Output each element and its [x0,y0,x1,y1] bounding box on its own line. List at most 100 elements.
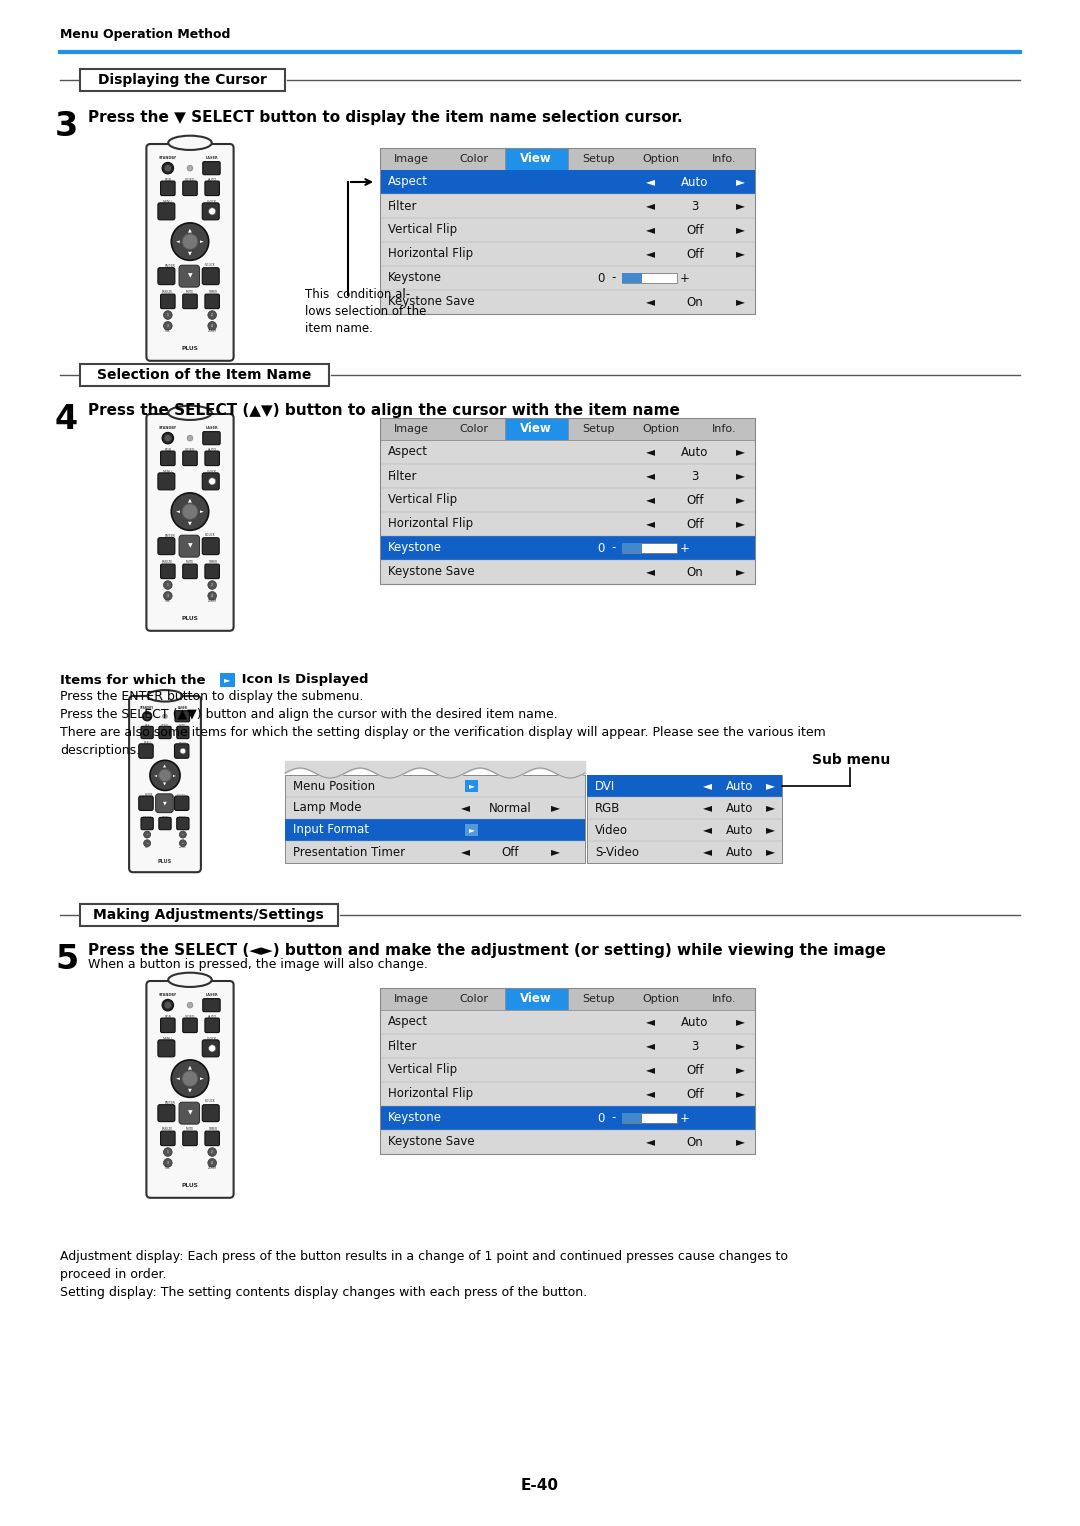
Text: Keystone Save: Keystone Save [388,296,474,308]
Text: Setup: Setup [582,154,615,163]
Circle shape [164,435,172,441]
Text: Aspect: Aspect [388,1015,428,1029]
Text: ►: ► [766,824,774,836]
FancyBboxPatch shape [158,203,175,220]
Text: Vertical Flip: Vertical Flip [388,223,457,237]
Text: Info.: Info. [712,154,735,163]
Text: ENTER: ENTER [165,534,176,537]
Text: ▼: ▼ [188,520,192,525]
FancyBboxPatch shape [147,143,233,360]
Text: There are also some items for which the setting display or the verification disp: There are also some items for which the … [60,726,826,739]
FancyBboxPatch shape [183,1131,198,1146]
FancyBboxPatch shape [621,1112,643,1123]
Text: ◄: ◄ [703,780,713,792]
Text: ▲: ▲ [188,1065,192,1070]
Text: ▲: ▲ [188,227,192,232]
Text: Items for which the: Items for which the [60,673,211,687]
FancyBboxPatch shape [285,819,585,841]
Text: Auto: Auto [726,824,753,836]
FancyBboxPatch shape [588,775,782,797]
FancyBboxPatch shape [380,418,755,439]
Circle shape [187,165,193,171]
Text: ►: ► [173,774,176,777]
Text: ◄: ◄ [703,824,713,836]
Text: Making Adjustments/Settings: Making Adjustments/Settings [94,908,324,922]
Text: RGB: RGB [164,447,172,452]
Text: item name.: item name. [305,322,373,336]
FancyBboxPatch shape [621,543,676,554]
FancyBboxPatch shape [285,775,585,864]
Text: ◄: ◄ [176,510,180,514]
Text: QUICK: QUICK [207,200,217,203]
Text: TIMER: TIMER [207,560,217,565]
Text: Press the SELECT (◄►) button and make the adjustment (or setting) while viewing : Press the SELECT (◄►) button and make th… [87,943,886,958]
Text: MUTE: MUTE [186,1128,194,1131]
Text: When a button is pressed, the image will also change.: When a button is pressed, the image will… [87,958,428,971]
Text: VIDEO: VIDEO [185,1015,195,1019]
Text: ◄: ◄ [646,1135,654,1149]
FancyBboxPatch shape [141,818,153,830]
FancyBboxPatch shape [80,69,285,92]
Text: 3: 3 [55,110,78,143]
FancyBboxPatch shape [220,673,235,687]
Text: 0: 0 [597,272,605,284]
FancyBboxPatch shape [183,295,198,308]
FancyBboxPatch shape [205,295,219,308]
Circle shape [207,1158,216,1167]
Text: VIDEO: VIDEO [161,723,168,728]
FancyBboxPatch shape [621,543,643,554]
Text: 1: 1 [167,583,168,588]
Text: 2: 2 [212,1151,213,1154]
Text: View: View [521,992,552,1006]
Text: +: + [679,1111,689,1125]
Circle shape [163,311,172,319]
Text: Info.: Info. [712,993,735,1004]
Text: Option: Option [643,154,679,163]
Text: PLUS: PLUS [158,859,172,864]
FancyBboxPatch shape [175,743,189,758]
FancyBboxPatch shape [205,452,219,465]
Text: LASER: LASER [206,993,218,996]
Text: Info.: Info. [712,424,735,433]
Text: ►: ► [469,826,474,835]
Text: ◄: ◄ [646,493,654,507]
Text: ◄: ◄ [460,801,470,815]
Text: +: + [679,272,689,284]
Text: ►: ► [735,175,744,189]
Text: ◄: ◄ [703,801,713,815]
Text: ▼: ▼ [188,543,192,549]
Text: ◄: ◄ [646,566,654,578]
Text: Setting display: The setting contents display changes with each press of the but: Setting display: The setting contents di… [60,1286,588,1299]
FancyBboxPatch shape [177,818,189,830]
Text: Off: Off [686,1064,704,1076]
Circle shape [145,713,150,719]
Text: R-CLICK
CANCEL: R-CLICK CANCEL [204,262,215,272]
Circle shape [187,1003,193,1009]
Text: VOL: VOL [165,598,171,603]
Text: STANDBY: STANDBY [159,993,177,996]
Text: ►: ► [766,801,774,815]
Text: Keystone Save: Keystone Save [388,566,474,578]
FancyBboxPatch shape [505,987,567,1010]
Text: Color: Color [459,424,488,433]
Text: Displaying the Cursor: Displaying the Cursor [98,73,267,87]
Text: ►: ► [735,1064,744,1076]
Text: ►: ► [766,845,774,859]
FancyBboxPatch shape [621,273,643,284]
FancyBboxPatch shape [380,169,755,194]
Text: R-CLICK
CANCEL: R-CLICK CANCEL [176,795,186,797]
Circle shape [207,311,216,319]
Text: ZOOM: ZOOM [207,328,217,333]
Text: ▼: ▼ [163,783,166,787]
Text: ENTER: ENTER [165,264,176,267]
Text: PLUS: PLUS [181,615,199,621]
Text: Vertical Flip: Vertical Flip [388,1064,457,1076]
Text: ►: ► [735,200,744,212]
Text: Filter: Filter [388,1039,418,1053]
Circle shape [162,162,174,174]
FancyBboxPatch shape [147,981,233,1198]
Text: proceed in order.: proceed in order. [60,1268,166,1280]
Text: ►: ► [735,1015,744,1029]
Text: Presentation Timer: Presentation Timer [293,845,405,859]
Text: ◄: ◄ [176,240,180,244]
